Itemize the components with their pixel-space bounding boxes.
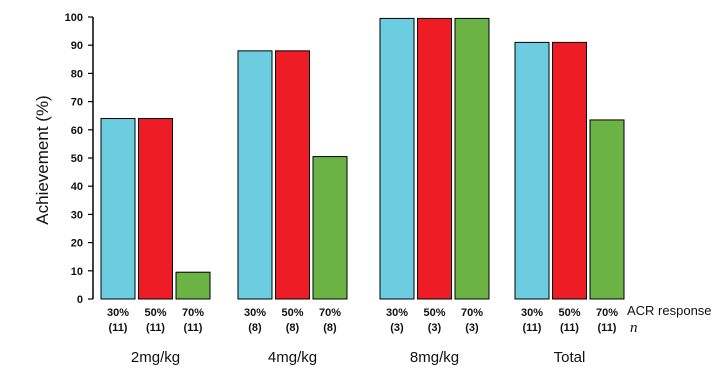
- bar-n-label: (11): [523, 322, 542, 334]
- bar-n-label: (3): [390, 322, 404, 334]
- bar-n-label: (3): [428, 322, 442, 334]
- bars: [100, 17, 625, 300]
- bar-4mgkg-30: [237, 50, 273, 300]
- group-label: 4mg/kg: [268, 349, 317, 366]
- bar-8mgkg-70: [454, 17, 490, 300]
- bar-percent-label: 70%: [461, 307, 483, 319]
- bar-n-label: (8): [323, 322, 337, 334]
- y-tick-label: 0: [77, 294, 83, 306]
- bar-percent-label: 30%: [244, 307, 266, 319]
- y-tick-label: 100: [65, 12, 83, 24]
- bar-n-label: (3): [465, 322, 479, 334]
- y-tick-label: 10: [71, 266, 83, 278]
- bar-n-label: (11): [146, 322, 165, 334]
- y-tick-label: 90: [71, 40, 83, 52]
- bar-total-50: [552, 41, 587, 300]
- y-tick-label: 40: [71, 181, 83, 193]
- bar-percent-label: 50%: [144, 307, 166, 319]
- bar-labels: 30% (11) 50% (11) 70% (11) 2mg/kg 30% (8) 50% (8) 7…: [107, 307, 618, 366]
- n-label: n: [630, 320, 638, 336]
- y-axis: 0 10 20 30 40 50 60 70 80 90 100: [65, 12, 94, 306]
- group-label: 8mg/kg: [410, 349, 459, 366]
- bar-percent-label: 70%: [596, 307, 618, 319]
- bar-total-30: [514, 41, 550, 300]
- bar-percent-label: 30%: [107, 307, 129, 319]
- bar-2mgkg-50: [138, 118, 173, 300]
- y-tick-label: 80: [71, 68, 83, 80]
- y-tick-label: 60: [71, 125, 83, 137]
- bar-8mgkg-30: [379, 17, 415, 300]
- bar-2mgkg-70: [175, 271, 211, 300]
- bar-2mgkg-30: [100, 118, 136, 300]
- bar-4mgkg-70: [312, 156, 348, 300]
- group-label: 2mg/kg: [131, 349, 180, 366]
- bar-n-label: (8): [286, 322, 300, 334]
- y-tick-label: 30: [71, 209, 83, 221]
- bar-percent-label: 30%: [386, 307, 408, 319]
- bar-percent-label: 50%: [423, 307, 445, 319]
- bar-n-label: (11): [560, 322, 579, 334]
- bar-percent-label: 30%: [521, 307, 543, 319]
- bar-n-label: (11): [184, 322, 203, 334]
- bar-percent-label: 70%: [182, 307, 204, 319]
- acr-response-label: ACR response: [627, 303, 712, 318]
- bar-n-label: (8): [248, 322, 262, 334]
- bar-n-label: (11): [109, 322, 128, 334]
- bar-8mgkg-50: [417, 17, 452, 300]
- y-tick-label: 20: [71, 238, 83, 250]
- bar-4mgkg-50: [275, 50, 310, 300]
- bar-percent-label: 50%: [281, 307, 303, 319]
- bar-percent-label: 70%: [319, 307, 341, 319]
- bar-percent-label: 50%: [558, 307, 580, 319]
- bar-total-70: [589, 119, 625, 300]
- y-tick-label: 50: [71, 153, 83, 165]
- group-label: Total: [554, 349, 586, 366]
- bar-n-label: (11): [598, 322, 617, 334]
- y-tick-label: 70: [71, 97, 83, 109]
- y-axis-label: Achievement (%): [33, 95, 52, 224]
